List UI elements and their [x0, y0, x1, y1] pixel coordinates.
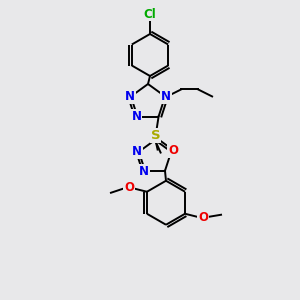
Text: O: O [198, 211, 208, 224]
Text: Cl: Cl [144, 8, 156, 20]
Text: N: N [131, 110, 141, 123]
Text: N: N [161, 90, 171, 103]
Text: N: N [139, 165, 149, 178]
Text: S: S [151, 129, 160, 142]
Text: N: N [125, 90, 135, 103]
Text: N: N [132, 145, 142, 158]
Text: O: O [168, 144, 178, 157]
Text: O: O [124, 181, 134, 194]
